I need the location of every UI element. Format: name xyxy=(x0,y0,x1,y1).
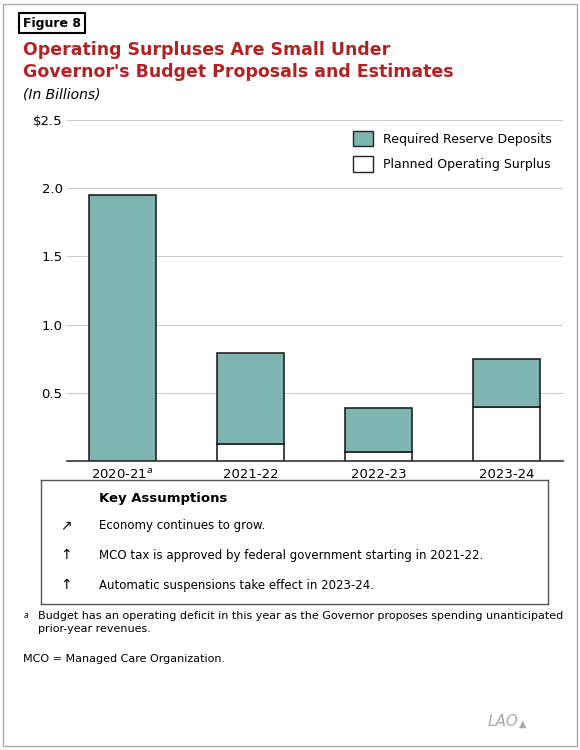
Bar xyxy=(89,195,156,461)
Text: Figure 8: Figure 8 xyxy=(23,16,81,29)
Bar xyxy=(218,443,284,461)
Text: ▲: ▲ xyxy=(519,719,527,729)
Text: $^{a}$: $^{a}$ xyxy=(23,611,30,621)
Text: ↗: ↗ xyxy=(60,519,72,532)
Text: Automatic suspensions take effect in 2023-24.: Automatic suspensions take effect in 202… xyxy=(99,579,374,592)
Text: LAO: LAO xyxy=(487,714,518,729)
Text: ↑: ↑ xyxy=(60,548,72,562)
Bar xyxy=(473,406,540,461)
Bar xyxy=(218,353,284,443)
Text: ↑: ↑ xyxy=(60,578,72,592)
Text: Key Assumptions: Key Assumptions xyxy=(99,493,227,506)
Text: Budget has an operating deficit in this year as the Governor proposes spending u: Budget has an operating deficit in this … xyxy=(38,611,563,634)
Bar xyxy=(473,358,540,407)
Legend: Required Reserve Deposits, Planned Operating Surplus: Required Reserve Deposits, Planned Opera… xyxy=(347,126,556,177)
Text: MCO = Managed Care Organization.: MCO = Managed Care Organization. xyxy=(23,654,225,664)
Text: Operating Surpluses Are Small Under
Governor's Budget Proposals and Estimates: Operating Surpluses Are Small Under Gove… xyxy=(23,41,454,81)
Text: Economy continues to grow.: Economy continues to grow. xyxy=(99,519,265,532)
Bar xyxy=(345,408,412,452)
Text: (In Billions): (In Billions) xyxy=(23,88,101,102)
Bar xyxy=(345,452,412,461)
Text: MCO tax is approved by federal government starting in 2021-22.: MCO tax is approved by federal governmen… xyxy=(99,549,483,562)
